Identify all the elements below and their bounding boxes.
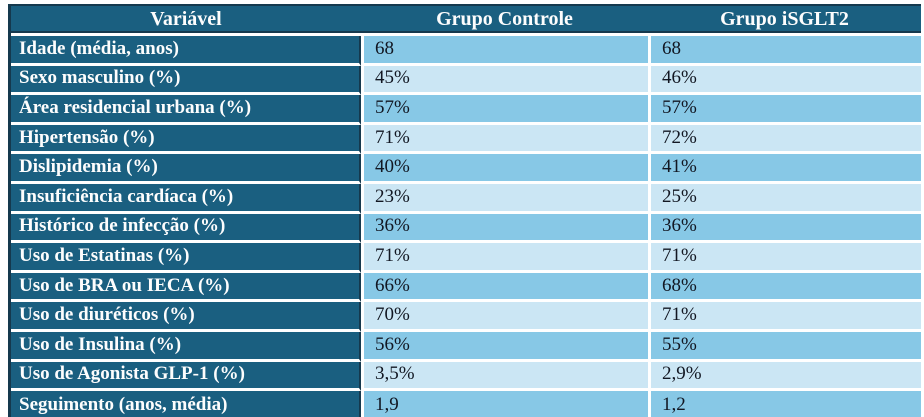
table-body: Idade (média, anos) 68 68 Sexo masculino… — [11, 36, 921, 417]
cell-isglt2: 68% — [648, 272, 921, 303]
table-row: Uso de diuréticos (%) 70% 71% — [11, 302, 921, 332]
row-label: Seguimento (anos, média) — [11, 391, 361, 417]
table-row: Insuficiência cardíaca (%) 23% 25% — [11, 183, 921, 214]
cell-controle: 3,5% — [361, 361, 648, 392]
cell-isglt2: 2,9% — [648, 361, 921, 392]
cell-controle: 56% — [361, 331, 648, 362]
cell-isglt2: 55% — [648, 331, 921, 362]
row-label: Uso de Insulina (%) — [11, 331, 361, 362]
cell-isglt2: 72% — [648, 124, 921, 155]
table-row: Uso de Insulina (%) 56% 55% — [11, 331, 921, 362]
cell-controle: 45% — [361, 65, 648, 96]
cell-isglt2: 71% — [648, 302, 921, 332]
cell-controle: 71% — [361, 124, 648, 155]
table-row: Hipertensão (%) 71% 72% — [11, 124, 921, 155]
row-label: Uso de BRA ou IECA (%) — [11, 272, 361, 303]
table-row: Área residencial urbana (%) 57% 57% — [11, 95, 921, 125]
row-label: Uso de Agonista GLP-1 (%) — [11, 361, 361, 392]
cell-isglt2: 68 — [648, 36, 921, 66]
cell-isglt2: 71% — [648, 243, 921, 273]
cell-controle: 40% — [361, 154, 648, 184]
cell-controle: 71% — [361, 243, 648, 273]
cell-controle: 57% — [361, 95, 648, 125]
row-label: Área residencial urbana (%) — [11, 95, 361, 125]
table-row: Sexo masculino (%) 45% 46% — [11, 65, 921, 96]
row-label: Sexo masculino (%) — [11, 65, 361, 96]
row-label: Uso de Estatinas (%) — [11, 243, 361, 273]
table-row: Histórico de infecção (%) 36% 36% — [11, 213, 921, 244]
row-label: Insuficiência cardíaca (%) — [11, 183, 361, 214]
header-row: Variável Grupo Controle Grupo iSGLT2 — [11, 6, 921, 36]
row-label: Dislipidemia (%) — [11, 154, 361, 184]
row-label: Histórico de infecção (%) — [11, 213, 361, 244]
row-label: Idade (média, anos) — [11, 36, 361, 66]
row-label: Uso de diuréticos (%) — [11, 302, 361, 332]
cell-isglt2: 57% — [648, 95, 921, 125]
header-cell-grupo-controle: Grupo Controle — [361, 6, 648, 36]
table-row: Dislipidemia (%) 40% 41% — [11, 154, 921, 184]
table-row: Uso de BRA ou IECA (%) 66% 68% — [11, 272, 921, 303]
cell-isglt2: 36% — [648, 213, 921, 244]
table-header: Variável Grupo Controle Grupo iSGLT2 — [11, 6, 921, 36]
cell-isglt2: 46% — [648, 65, 921, 96]
table-row: Seguimento (anos, média) 1,9 1,2 — [11, 391, 921, 417]
cell-controle: 36% — [361, 213, 648, 244]
cell-controle: 23% — [361, 183, 648, 214]
cell-controle: 68 — [361, 36, 648, 66]
row-label: Hipertensão (%) — [11, 124, 361, 155]
table-row: Uso de Estatinas (%) 71% 71% — [11, 243, 921, 273]
cell-isglt2: 25% — [648, 183, 921, 214]
cell-controle: 70% — [361, 302, 648, 332]
table-row: Idade (média, anos) 68 68 — [11, 36, 921, 66]
baseline-characteristics-table: Variável Grupo Controle Grupo iSGLT2 Ida… — [8, 4, 921, 417]
header-cell-grupo-isglt2: Grupo iSGLT2 — [648, 6, 921, 36]
cell-isglt2: 1,2 — [648, 391, 921, 417]
cell-controle: 1,9 — [361, 391, 648, 417]
table-row: Uso de Agonista GLP-1 (%) 3,5% 2,9% — [11, 361, 921, 392]
header-cell-variavel: Variável — [11, 6, 361, 36]
cell-isglt2: 41% — [648, 154, 921, 184]
cell-controle: 66% — [361, 272, 648, 303]
